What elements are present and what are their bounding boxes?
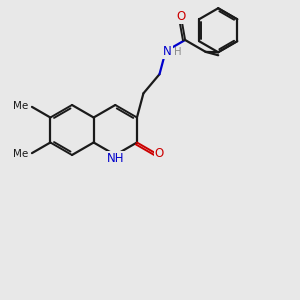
Text: N: N bbox=[163, 45, 172, 58]
Text: O: O bbox=[155, 147, 164, 160]
Text: Me: Me bbox=[13, 149, 28, 159]
Text: O: O bbox=[177, 10, 186, 22]
Text: Me: Me bbox=[13, 101, 28, 111]
Text: H: H bbox=[174, 47, 181, 57]
Text: NH: NH bbox=[106, 152, 124, 166]
